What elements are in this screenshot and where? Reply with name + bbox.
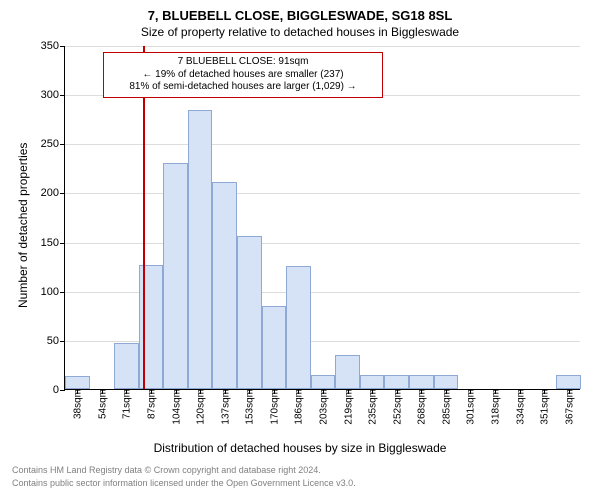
y-tick-label: 200 [41, 187, 65, 199]
x-tick-label: 219sqm [341, 389, 354, 425]
footer-line-2: Contains public sector information licen… [12, 478, 356, 488]
histogram-bar [212, 182, 237, 389]
x-tick-label: 54sqm [95, 389, 108, 419]
x-tick-label: 318sqm [489, 389, 502, 425]
histogram-bar [556, 375, 581, 389]
x-tick-label: 285sqm [439, 389, 452, 425]
x-tick-label: 186sqm [292, 389, 305, 425]
histogram-bar [335, 355, 360, 389]
histogram-bar [409, 375, 434, 389]
histogram-bar [434, 375, 459, 389]
histogram-bar [237, 236, 262, 389]
y-tick-label: 0 [53, 384, 65, 396]
histogram-bar [286, 266, 311, 389]
x-tick-label: 301sqm [464, 389, 477, 425]
histogram-bar [262, 306, 287, 389]
x-tick-label: 87sqm [145, 389, 158, 419]
y-tick-label: 100 [41, 286, 65, 298]
y-tick-label: 250 [41, 138, 65, 150]
y-axis-label: Number of detached properties [16, 143, 30, 308]
annotation-box: 7 BLUEBELL CLOSE: 91sqm← 19% of detached… [103, 52, 383, 98]
x-tick-label: 252sqm [390, 389, 403, 425]
x-tick-label: 351sqm [538, 389, 551, 425]
x-tick-label: 153sqm [243, 389, 256, 425]
x-tick-label: 367sqm [562, 389, 575, 425]
x-tick-label: 38sqm [71, 389, 84, 419]
x-tick-label: 104sqm [169, 389, 182, 425]
annotation-line-3: 81% of semi-detached houses are larger (… [110, 81, 376, 94]
x-tick-label: 71sqm [120, 389, 133, 419]
y-tick-label: 50 [47, 335, 65, 347]
y-tick-label: 350 [41, 40, 65, 52]
footer-line-1: Contains HM Land Registry data © Crown c… [12, 465, 321, 475]
x-tick-label: 203sqm [317, 389, 330, 425]
histogram-bar [188, 110, 213, 389]
y-tick-label: 150 [41, 237, 65, 249]
histogram-bar [360, 375, 385, 389]
x-tick-label: 334sqm [513, 389, 526, 425]
x-tick-label: 120sqm [194, 389, 207, 425]
x-axis-label: Distribution of detached houses by size … [0, 441, 600, 455]
annotation-line-1: 7 BLUEBELL CLOSE: 91sqm [110, 56, 376, 69]
histogram-bar [384, 375, 409, 389]
x-tick-label: 268sqm [415, 389, 428, 425]
x-tick-label: 170sqm [267, 389, 280, 425]
x-tick-label: 137sqm [218, 389, 231, 425]
histogram-bar [311, 375, 336, 389]
page-title: 7, BLUEBELL CLOSE, BIGGLESWADE, SG18 8SL [0, 8, 600, 23]
chart-plot-inner: 05010015020025030035038sqm54sqm71sqm87sq… [65, 46, 580, 389]
page-subtitle: Size of property relative to detached ho… [0, 25, 600, 39]
histogram-bar [65, 376, 90, 389]
histogram-bar [114, 343, 139, 389]
histogram-bar [163, 163, 188, 389]
chart-plot-area: 05010015020025030035038sqm54sqm71sqm87sq… [64, 46, 580, 390]
y-tick-label: 300 [41, 89, 65, 101]
x-tick-label: 235sqm [366, 389, 379, 425]
annotation-line-2: ← 19% of detached houses are smaller (23… [110, 69, 376, 82]
